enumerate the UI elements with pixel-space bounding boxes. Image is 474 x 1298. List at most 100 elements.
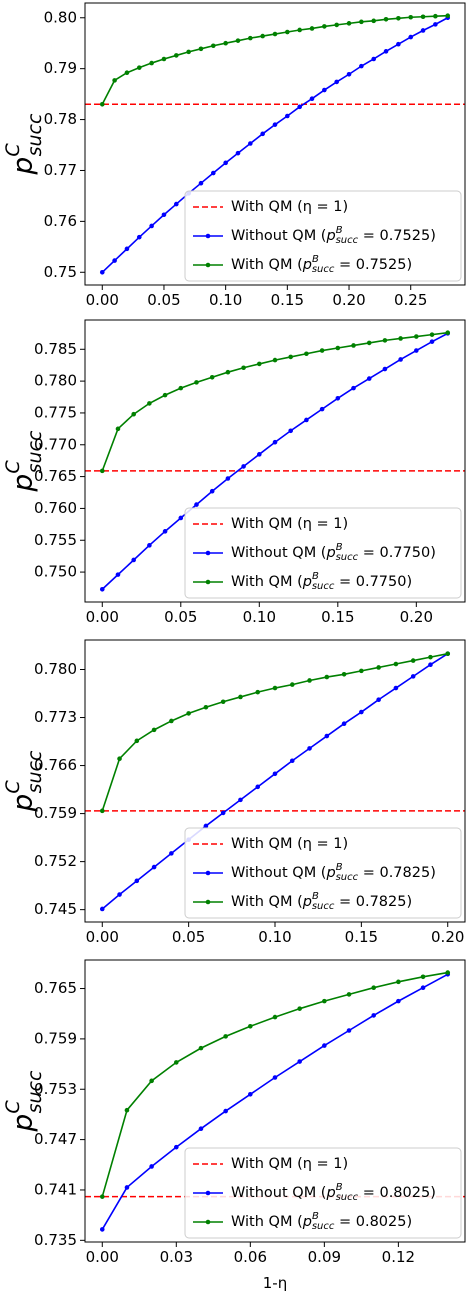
data-point <box>223 1034 228 1039</box>
y-tick-label: 0.785 <box>34 340 77 358</box>
x-axis-label: 1-η <box>263 1274 287 1292</box>
legend-label: Without QM (pB succ = 0.8025) <box>231 1182 436 1203</box>
data-point <box>420 974 426 980</box>
x-tick-label: 0.12 <box>382 1248 415 1266</box>
panel: 0.75 0.76 0.77 0.78 0.79 0.80 0.00 0.05 0.10 0.15… <box>2 2 466 309</box>
y-tick-label: 0.765 <box>34 979 77 997</box>
data-point <box>136 65 142 70</box>
data-point <box>198 1045 204 1051</box>
data-point <box>371 56 377 62</box>
x-tick-label: 0.00 <box>86 928 119 946</box>
data-point <box>351 385 356 391</box>
data-point <box>99 1194 105 1199</box>
y-tick-label: 0.775 <box>34 403 77 421</box>
data-point <box>99 101 105 107</box>
legend-text: = 0.7750) <box>358 545 436 561</box>
legend-sup: B <box>312 571 319 582</box>
data-point <box>169 718 174 724</box>
data-point <box>134 878 140 884</box>
data-point <box>151 727 157 733</box>
x-tick-label: 0.00 <box>86 1248 119 1266</box>
legend-sup: B <box>312 1211 319 1222</box>
legend-text: Without QM ( <box>231 228 326 244</box>
legend-sub: succ <box>312 901 335 912</box>
legend-marker <box>205 899 211 905</box>
data-point <box>173 201 179 207</box>
data-point <box>322 24 327 29</box>
data-point <box>225 476 231 481</box>
legend: With QM (η = 1)Without QM (pB succ = 0.80… <box>184 1147 462 1239</box>
data-point <box>115 572 121 577</box>
data-point <box>238 694 243 700</box>
x-tick-label: 0.06 <box>234 1248 267 1266</box>
data-point <box>346 21 352 26</box>
data-point <box>203 704 209 710</box>
y-label-sup: C <box>2 143 24 157</box>
data-point <box>445 330 451 336</box>
data-point <box>359 709 364 715</box>
data-point <box>297 1006 302 1011</box>
data-point <box>272 1075 278 1080</box>
legend-marker <box>205 579 211 585</box>
data-point <box>382 366 388 372</box>
data-point <box>304 351 309 357</box>
y-axis-label: pCsucc <box>2 1070 46 1132</box>
data-point <box>211 43 216 49</box>
data-point <box>169 851 174 856</box>
data-point <box>149 1078 154 1084</box>
data-point <box>359 19 364 25</box>
data-point <box>414 348 419 353</box>
data-point <box>307 678 312 683</box>
data-point <box>151 864 157 870</box>
y-label-sup: C <box>2 780 24 794</box>
legend-marker <box>205 870 211 876</box>
data-point <box>346 1028 352 1033</box>
data-point <box>186 49 191 55</box>
data-point <box>414 334 419 339</box>
data-point <box>149 1164 154 1169</box>
legend-label: With QM (pB succ = 0.7525) <box>231 254 412 275</box>
data-point <box>272 122 278 127</box>
legend-label: With QM (pB succ = 0.7825) <box>231 891 412 912</box>
legend: With QM (η = 1)Without QM (pB succ = 0.75… <box>184 190 462 282</box>
legend-marker <box>205 233 211 239</box>
data-point <box>260 131 265 137</box>
y-tick-label: 0.745 <box>34 900 77 918</box>
legend-sup: B <box>336 1182 343 1193</box>
y-tick-label: 0.77 <box>44 161 77 179</box>
y-tick-label: 0.773 <box>34 708 77 726</box>
legend-text: With QM ( <box>231 1214 303 1230</box>
data-point <box>410 658 416 663</box>
data-point <box>341 721 347 727</box>
legend-text: With QM ( <box>231 894 303 910</box>
legend-sup: B <box>336 225 343 236</box>
data-point <box>445 651 451 657</box>
data-point <box>173 1060 179 1065</box>
data-point <box>319 348 325 353</box>
data-point <box>429 332 435 337</box>
data-point <box>408 14 414 20</box>
data-point <box>289 758 295 764</box>
x-tick-label: 0.10 <box>209 291 242 309</box>
x-tick-label: 0.10 <box>243 608 276 626</box>
legend-symbol: p <box>302 574 312 590</box>
legend-text: Without QM ( <box>231 865 326 881</box>
legend-marker <box>205 1190 211 1196</box>
x-tick-label: 0.03 <box>160 1248 193 1266</box>
data-point <box>428 662 433 668</box>
legend-text: = 0.8025) <box>334 1214 412 1230</box>
legend-symbol: p <box>325 865 335 881</box>
legend-label: Without QM (pB succ = 0.7750) <box>231 542 436 563</box>
plot-frame <box>84 2 466 286</box>
legend-sup: B <box>336 542 343 553</box>
data-point <box>445 970 451 975</box>
data-point <box>297 27 302 33</box>
data-point <box>396 41 401 47</box>
data-point <box>334 79 339 85</box>
data-point <box>351 343 356 348</box>
data-point <box>178 515 184 521</box>
legend-sup: B <box>336 862 343 873</box>
data-point <box>161 56 167 62</box>
data-point <box>289 682 295 687</box>
data-point <box>366 376 372 381</box>
